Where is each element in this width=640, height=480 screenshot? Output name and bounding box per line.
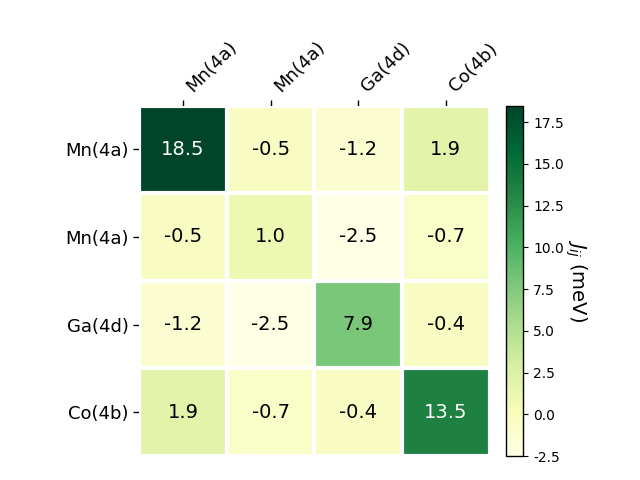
Text: -2.5: -2.5 — [339, 228, 378, 247]
Text: -2.5: -2.5 — [252, 315, 290, 334]
Text: 1.0: 1.0 — [255, 228, 286, 247]
Text: 18.5: 18.5 — [161, 140, 205, 159]
Text: -0.5: -0.5 — [252, 140, 290, 159]
Text: -0.4: -0.4 — [427, 315, 465, 334]
Text: -0.7: -0.7 — [252, 403, 289, 422]
Text: 1.9: 1.9 — [430, 140, 461, 159]
Text: -0.5: -0.5 — [164, 228, 202, 247]
Text: 1.9: 1.9 — [168, 403, 198, 422]
Text: -0.4: -0.4 — [339, 403, 377, 422]
Text: 7.9: 7.9 — [342, 315, 374, 334]
Text: 13.5: 13.5 — [424, 403, 468, 422]
Text: -1.2: -1.2 — [339, 140, 377, 159]
Text: -0.7: -0.7 — [427, 228, 465, 247]
Y-axis label: $J_{ij}$ (meV): $J_{ij}$ (meV) — [563, 239, 589, 323]
Text: -1.2: -1.2 — [164, 315, 202, 334]
